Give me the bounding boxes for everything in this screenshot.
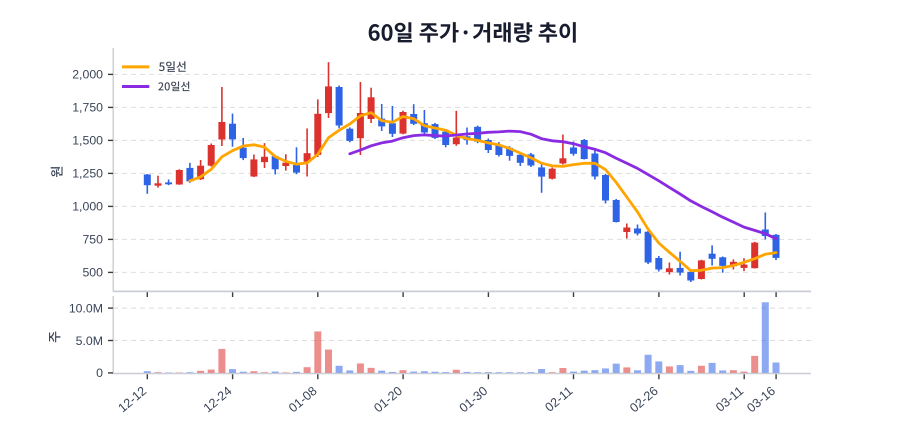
svg-text:1,750: 1,750 [72,101,103,115]
svg-text:1,500: 1,500 [72,134,103,148]
svg-text:2,000: 2,000 [72,68,103,82]
svg-text:10.0M: 10.0M [69,301,103,315]
svg-text:500: 500 [82,266,103,280]
svg-text:1,250: 1,250 [72,167,103,181]
svg-text:750: 750 [82,233,103,247]
svg-text:0: 0 [96,366,103,380]
svg-text:5.0M: 5.0M [76,334,103,348]
svg-text:1,000: 1,000 [72,200,103,214]
